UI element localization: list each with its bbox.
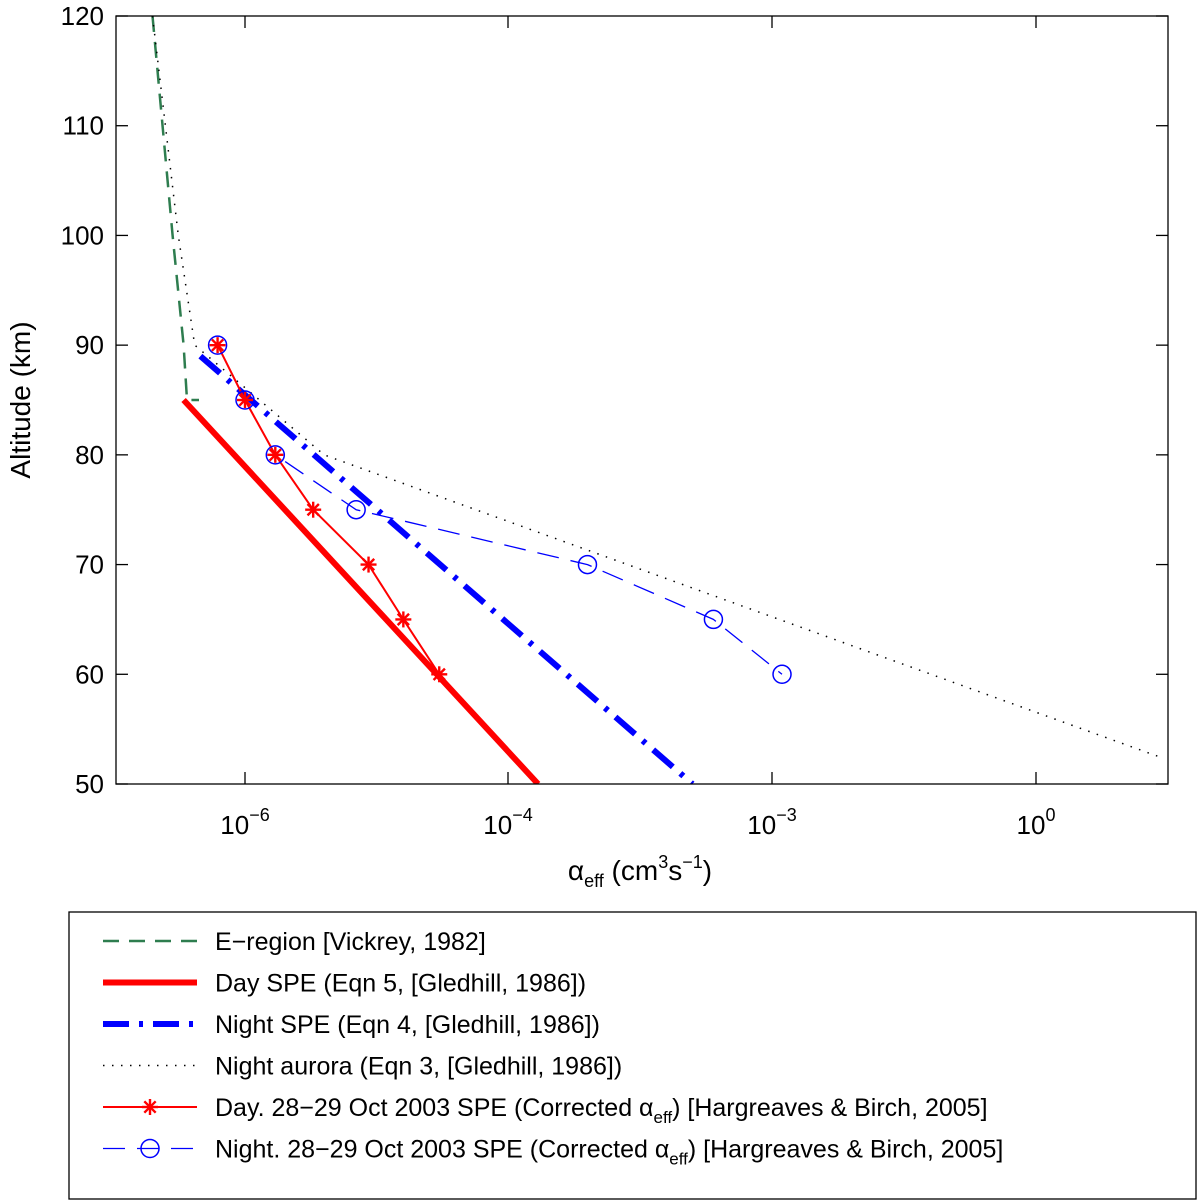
x-tick-label: 10−4 (483, 805, 532, 840)
x-tick-label: 100 (1017, 805, 1056, 840)
circle-marker (265, 445, 286, 465)
legend-entries: E−region [Vickrey, 1982] Day SPE (Eqn 5, … (103, 928, 1003, 1169)
legend-entry: Night SPE (Eqn 4, [Gledhill, 1986]) (103, 1011, 600, 1039)
y-tick-label: 80 (75, 440, 104, 470)
circle-marker (772, 664, 792, 685)
legend-entry: Night. 28−29 Oct 2003 SPE (Corrected αef… (103, 1136, 1003, 1169)
legend-label: Night aurora (Eqn 3, [Gledhill, 1986]) (215, 1053, 622, 1081)
circle-marker (207, 335, 228, 355)
y-tick-label: 120 (61, 1, 104, 31)
legend-label: Night SPE (Eqn 4, [Gledhill, 1986]) (215, 1011, 600, 1039)
series-line-2 (198, 353, 695, 784)
x-axis-label-mid: s (668, 855, 682, 886)
x-axis-label-sub: eff (584, 871, 605, 891)
asterisk-marker (360, 556, 377, 573)
legend: E−region [Vickrey, 1982] Day SPE (Eqn 5, … (68, 911, 1197, 1200)
asterisk-marker (267, 446, 284, 463)
x-tick-label: 10−3 (747, 805, 796, 840)
legend-box (68, 911, 1197, 1200)
asterisk-marker (395, 611, 412, 628)
circle-marker (577, 554, 598, 575)
legend-entry: Day. 28−29 Oct 2003 SPE (Corrected αeff)… (103, 1094, 988, 1127)
y-tick-label: 70 (75, 550, 104, 580)
legend-label: Day. 28−29 Oct 2003 SPE (Corrected αeff)… (215, 1094, 988, 1127)
x-axis-label: αeff (cm3s−1) (568, 852, 712, 891)
marker-layer (207, 335, 792, 685)
y-axis: 50 60 70 80 90 100 110 120 (61, 1, 1168, 799)
series-line-1 (181, 397, 541, 784)
y-tick-label: 90 (75, 330, 104, 360)
circle-marker (140, 1138, 160, 1159)
y-tick-label: 110 (63, 111, 104, 141)
x-axis-label-base: α (568, 855, 584, 886)
asterisk-marker (209, 337, 226, 354)
legend-label: E−region [Vickrey, 1982] (215, 928, 486, 956)
asterisk-marker (237, 392, 253, 408)
legend-label: Day SPE (Eqn 5, [Gledhill, 1986]) (215, 970, 586, 998)
y-tick-label: 60 (75, 659, 104, 689)
circle-marker (235, 390, 255, 410)
series-line-5 (217, 344, 783, 675)
legend-entry: Night aurora (Eqn 3, [Gledhill, 1986]) (103, 1053, 622, 1081)
x-axis-label-units-suffix: ) (703, 855, 712, 886)
asterisk-marker (142, 1099, 158, 1115)
legend-entry: E−region [Vickrey, 1982] (103, 928, 486, 956)
plot-area-background (116, 16, 1168, 784)
y-tick-label: 100 (61, 220, 104, 250)
asterisk-marker (305, 501, 322, 518)
x-axis-label-sup1: 3 (658, 852, 668, 872)
circle-marker (703, 609, 724, 630)
y-axis-label: Altitude (km) (5, 321, 36, 478)
plot-frame (115, 15, 1169, 785)
legend-entry: Day SPE (Eqn 5, [Gledhill, 1986]) (103, 970, 586, 998)
legend-label: Night. 28−29 Oct 2003 SPE (Corrected αef… (215, 1136, 1003, 1169)
x-tick-label: 10−6 (220, 805, 269, 840)
x-axis-label-sup2: −1 (682, 852, 703, 872)
x-axis: 10−6 10−4 10−3 100 (220, 16, 1055, 840)
y-tick-label: 50 (75, 769, 104, 799)
asterisk-marker (431, 666, 448, 683)
x-axis-label-units-prefix: (cm (604, 855, 658, 886)
circle-marker (346, 499, 366, 520)
